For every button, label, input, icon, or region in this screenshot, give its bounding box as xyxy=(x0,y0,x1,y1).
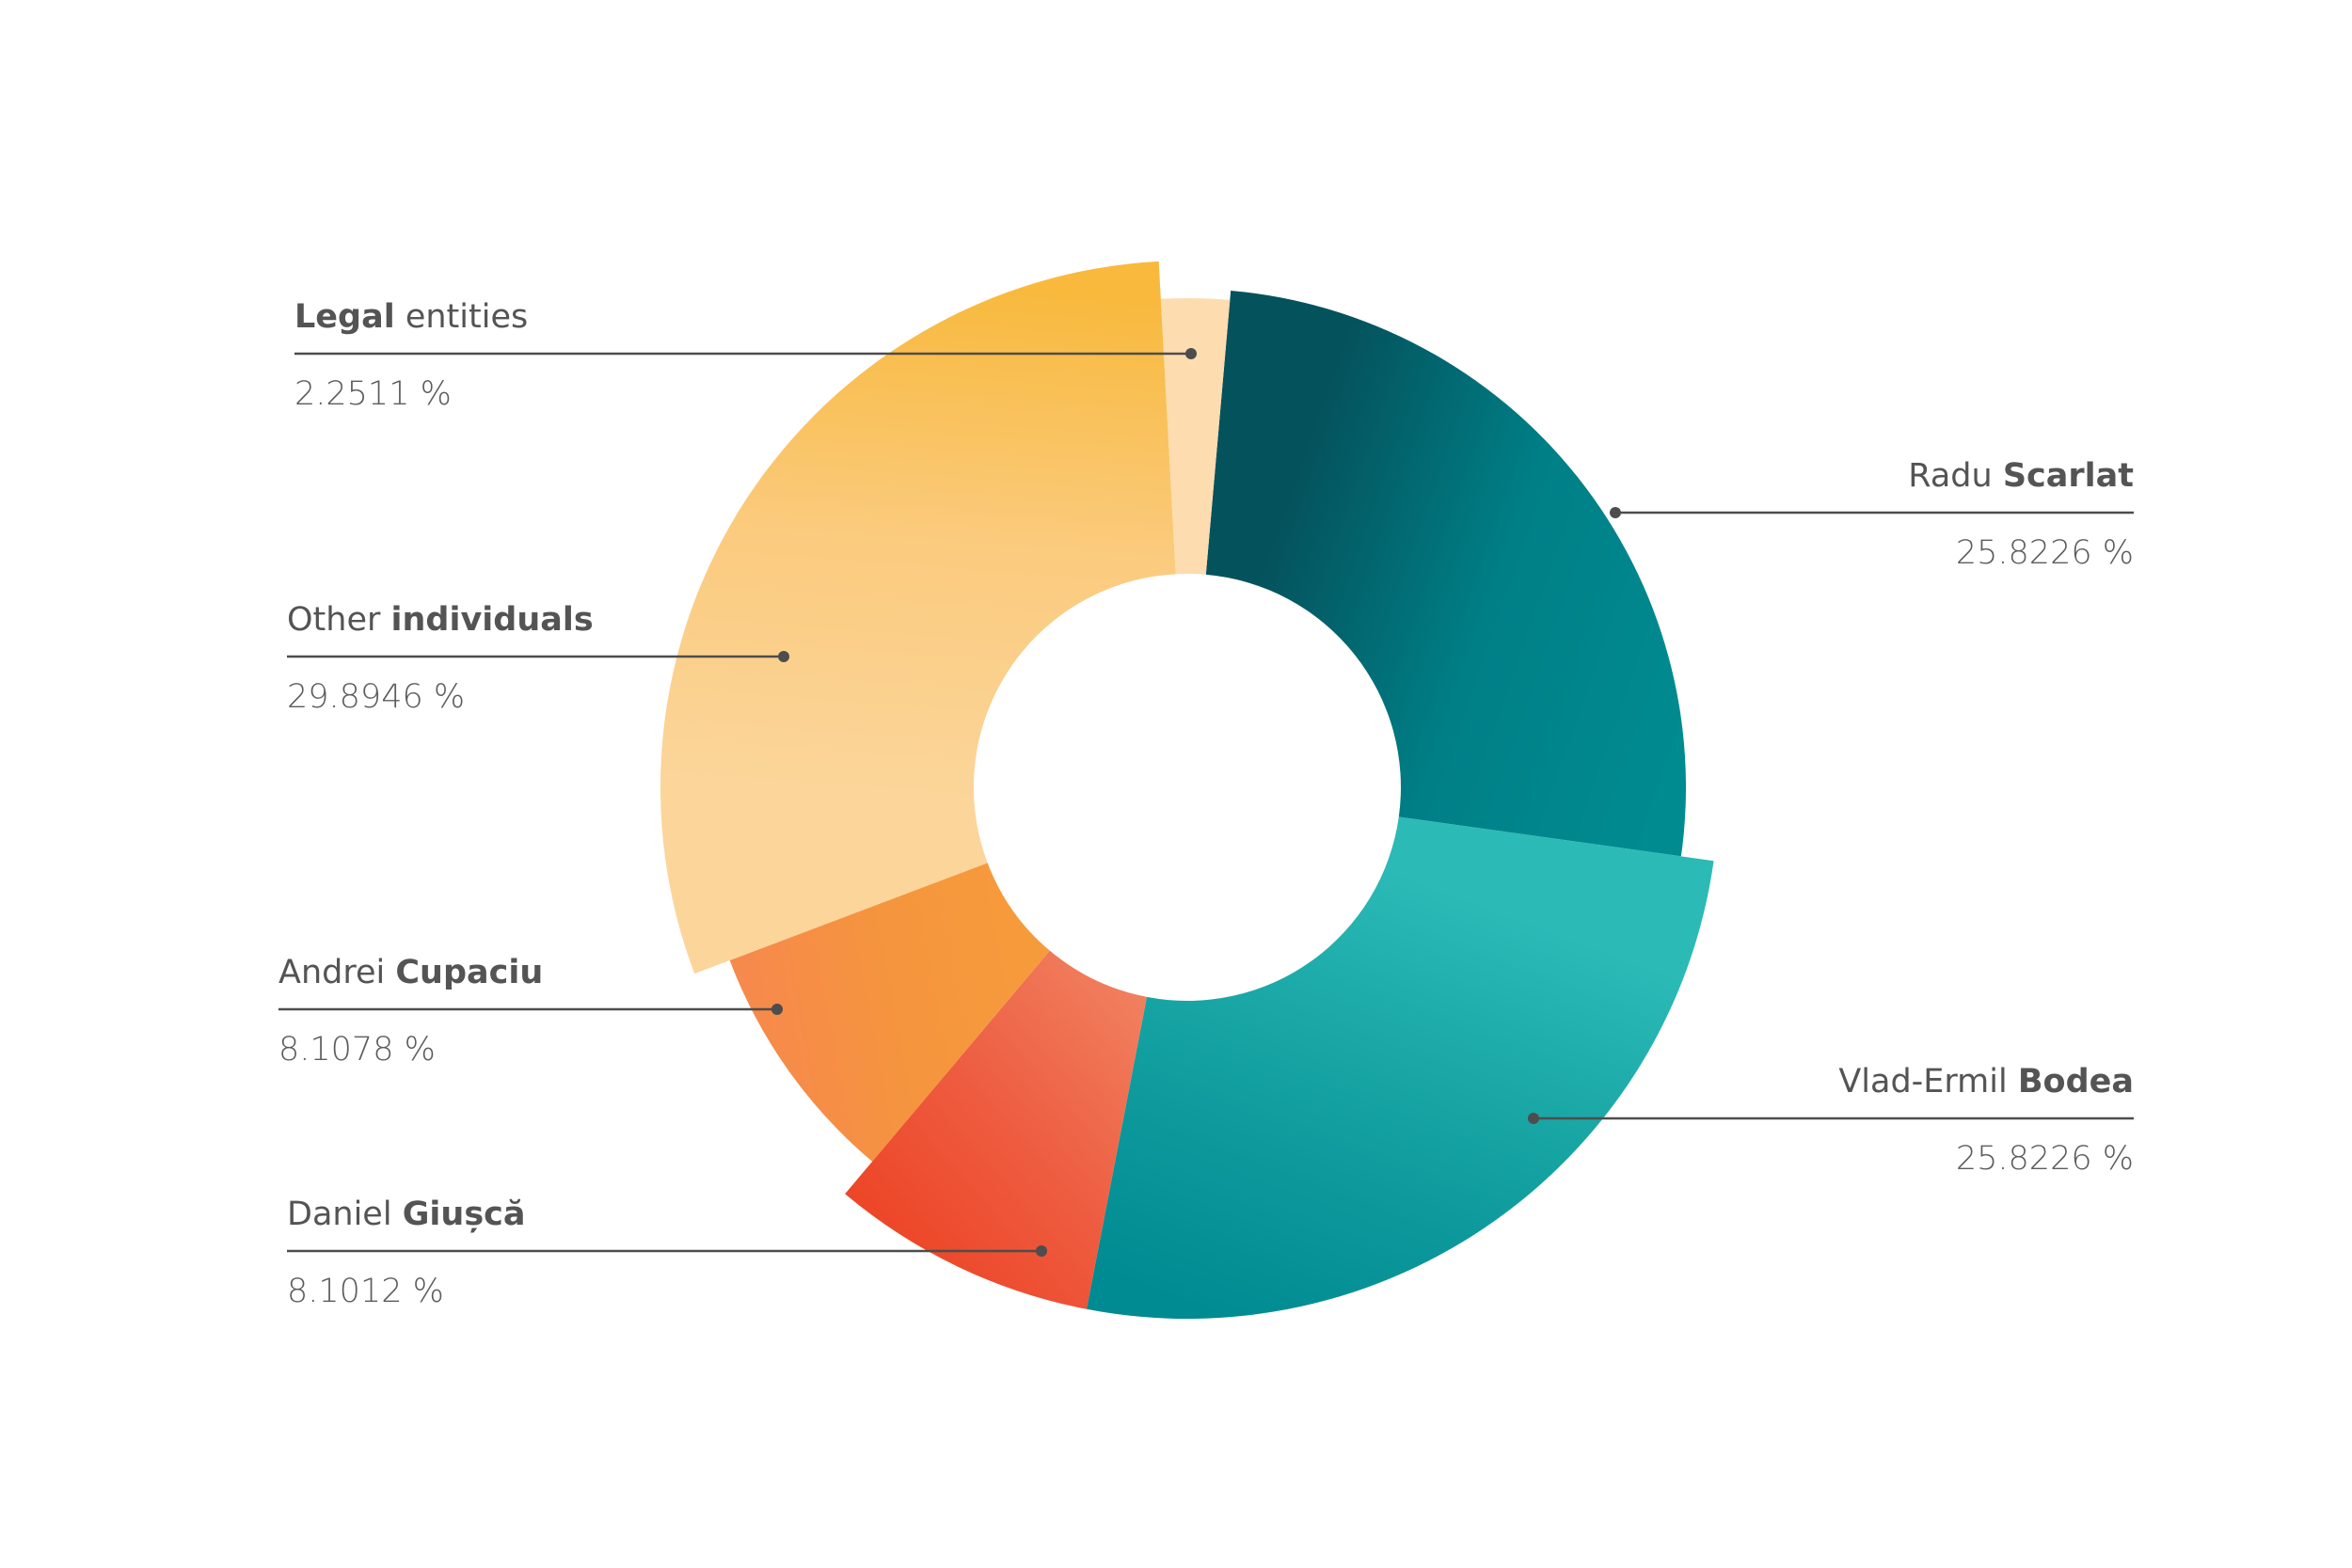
label-name-bold: Giușcă xyxy=(403,1196,526,1233)
leader-dot-daniel-giusca xyxy=(1036,1245,1047,1257)
label-name-andrei-cupaciu: Andrei Cupaciu xyxy=(278,954,543,991)
slice-andrei-cupaciu xyxy=(729,863,1050,1162)
label-name-regular: Daniel xyxy=(287,1196,403,1233)
label-name-bold: Scarlat xyxy=(2003,457,2134,495)
label-name-vlad-ermil-bodea: Vlad-Ermil Bodea xyxy=(1838,1063,2134,1101)
label-name-regular: Radu xyxy=(1908,457,2003,495)
label-name-daniel-giusca: Daniel Giușcă xyxy=(287,1196,526,1233)
label-value-vlad-ermil-bodea: 25.8226 % xyxy=(1956,1140,2134,1178)
label-name-regular: Other xyxy=(287,601,391,639)
label-value-daniel-giusca: 8.1012 % xyxy=(287,1273,444,1310)
label-name-bold: Legal xyxy=(294,298,395,336)
slice-other-individuals xyxy=(660,261,1176,974)
slice-legal-entities xyxy=(1160,298,1231,575)
label-value-radu-scarlat: 25.8226 % xyxy=(1956,534,2134,572)
slices-layer xyxy=(660,261,1714,1320)
label-name-regular: entities xyxy=(395,298,529,336)
leader-dot-radu-scarlat xyxy=(1610,507,1621,518)
label-value-andrei-cupaciu: 8.1078 % xyxy=(278,1031,436,1069)
labels-layer: Radu Scarlat 25.8226 % Vlad-Ermil Bodea 25.… xyxy=(278,298,2134,1310)
leader-dot-vlad-ermil-bodea xyxy=(1528,1113,1539,1124)
label-value-legal-entities: 2.2511 % xyxy=(294,375,452,413)
slice-radu-scarlat xyxy=(1205,291,1686,857)
leader-dot-other-individuals xyxy=(778,651,789,662)
label-value-other-individuals: 29.8946 % xyxy=(287,678,465,716)
label-name-legal-entities: Legal entities xyxy=(294,298,528,336)
label-name-regular: Andrei xyxy=(278,954,395,991)
leader-dot-legal-entities xyxy=(1185,348,1197,359)
label-name-regular: Vlad-Ermil xyxy=(1838,1063,2018,1101)
slice-vlad-ermil-bodea xyxy=(1086,816,1714,1320)
label-name-other-individuals: Other individuals xyxy=(287,601,594,639)
label-name-bold: Bodea xyxy=(2018,1063,2134,1101)
label-name-bold: individuals xyxy=(391,601,594,639)
label-name-bold: Cupaciu xyxy=(395,954,543,991)
label-name-radu-scarlat: Radu Scarlat xyxy=(1908,457,2134,495)
slice-daniel-giusca xyxy=(845,950,1147,1309)
leader-dot-andrei-cupaciu xyxy=(771,1004,783,1015)
